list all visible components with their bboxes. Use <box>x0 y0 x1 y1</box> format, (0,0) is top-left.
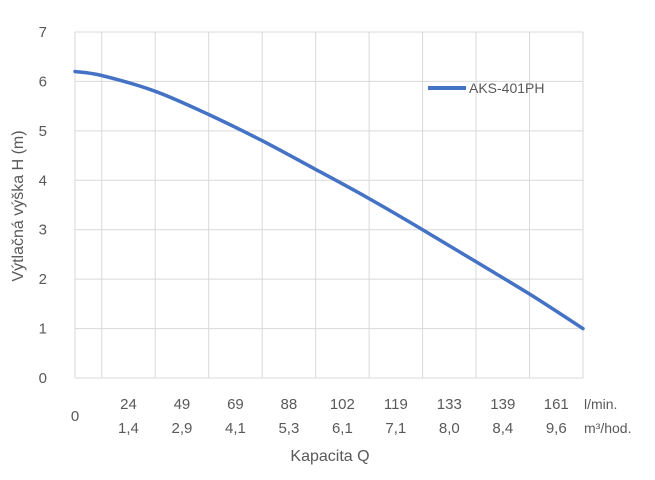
y-tick-label: 0 <box>39 370 47 387</box>
x-tick-label-m3h: 8,0 <box>439 420 460 437</box>
legend: AKS-401PH <box>428 80 544 96</box>
x-tick-label-lmin: 133 <box>437 396 462 413</box>
x-tick-label-lmin: 139 <box>490 396 515 413</box>
x-tick-label-m3h: 6,1 <box>332 420 353 437</box>
x-tick-label-m3h: 5,3 <box>278 420 299 437</box>
x-tick-label-lmin: 161 <box>544 396 569 413</box>
x-tick-label-m3h: 2,9 <box>172 420 193 437</box>
x-tick-label-lmin: 24 <box>120 396 137 413</box>
y-axis-title: Výtlačná výška H (m) <box>10 130 27 281</box>
y-tick-label: 7 <box>39 24 47 41</box>
legend-label: AKS-401PH <box>469 80 544 96</box>
series-layer <box>73 69 585 331</box>
x-tick-label-m3h: 4,1 <box>225 420 246 437</box>
x-tick-label-lmin: 119 <box>384 396 408 413</box>
y-tick-label: 4 <box>39 172 47 189</box>
x-tick-label-lmin: 102 <box>330 396 355 413</box>
x-origin-label: 0 <box>71 408 79 425</box>
x-tick-label-m3h: 9,6 <box>546 420 567 437</box>
x-tick-label-m3h: 8,4 <box>492 420 513 437</box>
grid-layer <box>74 31 584 379</box>
y-tick-label: 6 <box>39 73 47 90</box>
x-tick-label-lmin: 69 <box>227 396 244 413</box>
x-tick-label-lmin: 49 <box>174 396 191 413</box>
y-tick-label: 3 <box>39 222 47 239</box>
x-tick-label-m3h: 7,1 <box>385 420 406 437</box>
y-tick-label: 1 <box>39 321 47 338</box>
y-tick-label: 5 <box>39 123 47 140</box>
series-line-aks-401ph <box>73 69 585 331</box>
y-axis-ticks: 0 1 2 3 4 5 6 7 <box>39 24 47 387</box>
x-axis-title: Kapacita Q <box>290 448 369 465</box>
x-axis-ticks: 0 l/min. m³/hod. 24 49 69 88 102 119 133 139 161… <box>71 396 632 437</box>
y-tick-label: 2 <box>39 271 47 288</box>
x-tick-label-lmin: 88 <box>281 396 298 413</box>
x-unit-m3h-label: m³/hod. <box>584 420 631 436</box>
x-tick-label-m3h: 1,4 <box>118 420 139 437</box>
x-unit-lmin-label: l/min. <box>584 396 617 412</box>
